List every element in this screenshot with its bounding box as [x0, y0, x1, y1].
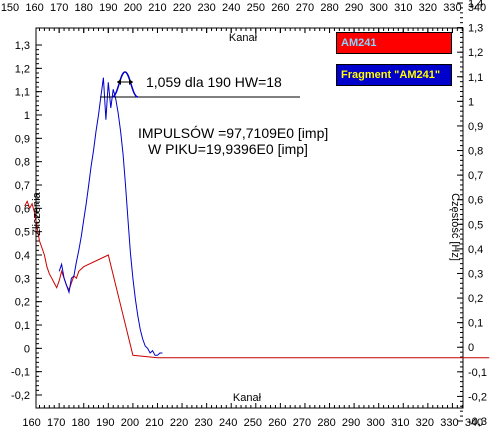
- right-tick-label: -0,2: [468, 391, 487, 403]
- top-x-ticks: 150 160 170 180 190 200 210 220 230 240 250 260 270 2…: [1, 2, 486, 408]
- y-axis-title-left: Zliczenia: [31, 191, 43, 235]
- left-y-ticks: -0,2 -0,1 0 0,1 0,2 0,3 0,4 0,5 0,6 0,7 0,8 0,9 1 1,1…: [11, 40, 42, 402]
- top-tick-label: 310: [394, 2, 412, 14]
- bottom-tick-label: 160: [22, 417, 40, 429]
- right-tick-label: 1,1: [468, 72, 483, 84]
- bottom-tick-label: 200: [121, 417, 139, 429]
- bottom-tick-label: 180: [72, 417, 90, 429]
- left-tick-label: 0,5: [15, 227, 30, 239]
- left-tick-label: 0,6: [15, 203, 30, 215]
- legend-item-am241: AM241: [336, 32, 452, 54]
- legend-item-fragment: Fragment "AM241": [336, 64, 452, 86]
- right-tick-label: 0,9: [468, 121, 483, 133]
- top-tick-label: 240: [222, 2, 240, 14]
- bottom-tick-label: 210: [145, 417, 163, 429]
- series-lines: [24, 77, 490, 359]
- top-tick-label: 260: [271, 2, 289, 14]
- bottom-tick-label: 220: [170, 417, 188, 429]
- right-tick-label: 0: [468, 342, 474, 354]
- left-tick-label: 0,9: [15, 133, 30, 145]
- left-tick-label: 0,3: [15, 273, 30, 285]
- top-tick-label: 330: [443, 2, 461, 14]
- left-tick-label: 0,1: [15, 320, 30, 332]
- bottom-tick-label: 280: [317, 417, 335, 429]
- series-line-am241: [24, 200, 490, 359]
- right-tick-label: 0,4: [468, 244, 483, 256]
- bottom-x-ticks: 160 170 180 190 200 210 220 230 240 250 260 270 280 2…: [22, 417, 483, 429]
- top-tick-label: 340: [468, 2, 486, 14]
- bottom-tick-label: 260: [268, 417, 286, 429]
- left-tick-label: 0,8: [15, 157, 30, 169]
- left-tick-label: 1,3: [15, 40, 30, 52]
- top-tick-label: 170: [50, 2, 68, 14]
- top-tick-label: 210: [148, 2, 166, 14]
- bottom-tick-label: 270: [293, 417, 311, 429]
- y-axis-title-right: Częstość [Hz]: [449, 193, 461, 261]
- top-tick-label: 270: [296, 2, 314, 14]
- left-tick-label: 0,2: [15, 297, 30, 309]
- top-tick-label: 290: [345, 2, 363, 14]
- in-peak-label: W PIKU=19,9396E0 [imp]: [148, 141, 308, 157]
- bottom-tick-label: 320: [416, 417, 434, 429]
- top-tick-label: 190: [99, 2, 117, 14]
- right-tick-label: 0,7: [468, 170, 483, 182]
- bottom-tick-label: 290: [342, 417, 360, 429]
- top-tick-label: 230: [197, 2, 215, 14]
- right-tick-label: 0,6: [468, 195, 483, 207]
- bottom-tick-label: 250: [244, 417, 262, 429]
- left-tick-label: 0,7: [15, 180, 30, 192]
- bottom-tick-label: 340: [465, 417, 483, 429]
- bottom-tick-label: 190: [96, 417, 114, 429]
- right-tick-label: 0,3: [468, 268, 483, 280]
- bottom-tick-label: 330: [440, 417, 458, 429]
- bottom-tick-label: 300: [367, 417, 385, 429]
- top-tick-label: 150: [1, 2, 19, 14]
- right-tick-label: 0,1: [468, 318, 483, 330]
- left-tick-label: 0: [24, 343, 30, 355]
- right-tick-label: 1,2: [468, 47, 483, 59]
- impulses-label: IMPULSÓW =97,7109E0 [imp]: [138, 125, 328, 141]
- right-tick-label: -0,1: [468, 367, 487, 379]
- top-tick-label: 280: [320, 2, 338, 14]
- x-axis-title-bottom: Kanał: [233, 392, 262, 404]
- x-axis-title-top: Kanał: [229, 32, 258, 44]
- top-tick-label: 200: [124, 2, 142, 14]
- right-tick-label: -0,3: [468, 416, 487, 428]
- bottom-tick-label: 310: [391, 417, 409, 429]
- left-tick-label: -0,1: [11, 367, 30, 379]
- series-line-fragment: [58, 77, 163, 356]
- right-tick-label: 1,3: [468, 23, 483, 35]
- left-tick-label: -0,2: [11, 390, 30, 402]
- right-tick-label: 1: [468, 96, 474, 108]
- left-tick-label: 1: [24, 110, 30, 122]
- peak-marker: [100, 71, 300, 98]
- left-tick-label: 0,4: [15, 250, 30, 262]
- top-tick-label: 160: [25, 2, 43, 14]
- right-tick-label: 0,2: [468, 293, 483, 305]
- top-tick-label: 180: [75, 2, 93, 14]
- bottom-tick-label: 170: [47, 417, 65, 429]
- top-tick-label: 320: [419, 2, 437, 14]
- top-tick-label: 300: [370, 2, 388, 14]
- bottom-tick-label: 230: [194, 417, 212, 429]
- top-tick-label: 220: [173, 2, 191, 14]
- bottom-tick-label: 240: [219, 417, 237, 429]
- left-tick-label: 1,1: [15, 87, 30, 99]
- right-tick-label: 0,8: [468, 146, 483, 158]
- peak-label: 1,059 dla 190 HW=18: [146, 74, 282, 90]
- right-tick-label: 0,5: [468, 219, 483, 231]
- right-tick-label: 1,4: [468, 0, 483, 10]
- right-y-ticks: -0,3 -0,2 -0,1 0 0,1 0,2 0,3 0,4 0,5 0,6 0,7 0,8 0,9…: [457, 0, 487, 428]
- left-tick-label: 1,2: [15, 63, 30, 75]
- top-tick-label: 250: [247, 2, 265, 14]
